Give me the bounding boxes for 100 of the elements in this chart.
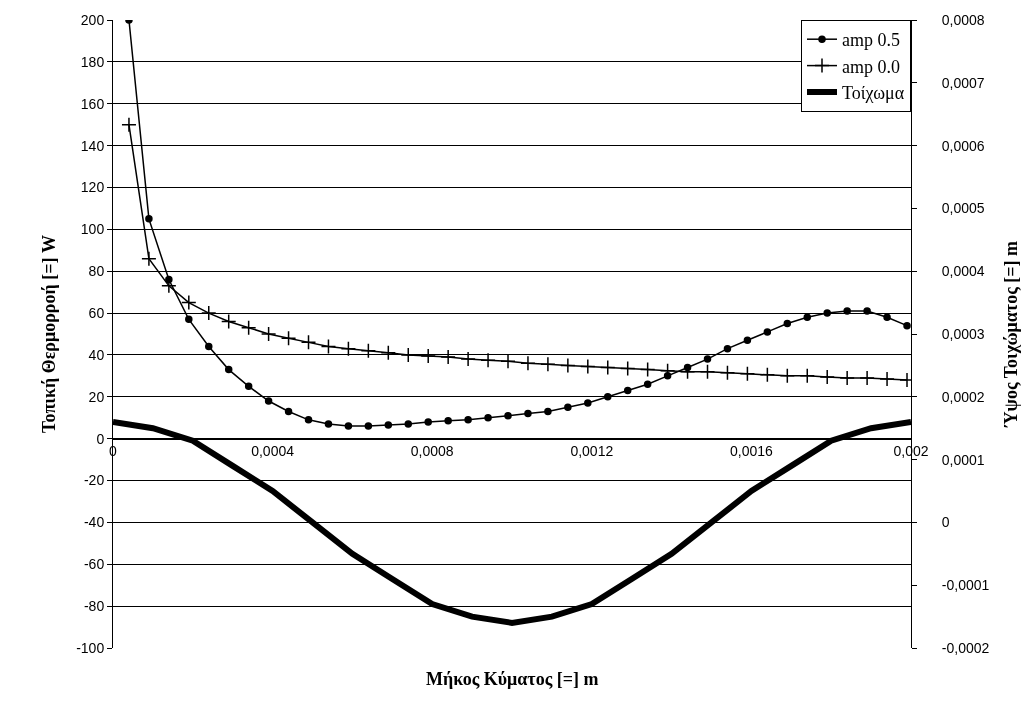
point xyxy=(324,420,333,428)
point xyxy=(320,338,337,355)
y-tick-label: 80 xyxy=(88,263,105,280)
point xyxy=(484,413,492,422)
point xyxy=(843,307,851,315)
point xyxy=(220,313,237,330)
y2-tick-label: -0,0002 xyxy=(941,639,990,656)
point xyxy=(244,382,253,391)
y-tick-label: -60 xyxy=(83,556,105,573)
y-tick-label: -20 xyxy=(83,472,105,489)
point xyxy=(699,363,716,380)
legend-label: amp 0.0 xyxy=(842,56,900,77)
point xyxy=(360,343,377,359)
point xyxy=(619,360,636,377)
point xyxy=(823,309,831,317)
point xyxy=(903,321,911,330)
y2-tick-label: 0,0004 xyxy=(941,263,985,280)
point xyxy=(739,366,756,382)
x-tick-label: 0,0012 xyxy=(570,443,614,460)
point xyxy=(879,371,895,387)
point xyxy=(643,380,652,388)
point xyxy=(304,416,313,424)
point xyxy=(743,336,752,345)
point xyxy=(464,416,472,424)
point xyxy=(504,411,512,420)
point xyxy=(205,342,213,351)
point xyxy=(284,407,293,416)
point xyxy=(460,351,476,367)
point xyxy=(380,345,397,361)
point xyxy=(420,348,436,364)
x-tick-label: 0,0004 xyxy=(251,443,295,460)
y2-axis-title: Ύψος Τοιχώματος [=] m xyxy=(1000,240,1021,429)
point xyxy=(564,403,572,412)
y2-tick-label: 0,0002 xyxy=(941,388,985,405)
point xyxy=(141,250,157,267)
point xyxy=(763,328,772,336)
y2-tick-label: 0,0001 xyxy=(941,451,985,468)
point xyxy=(759,367,776,383)
point xyxy=(639,361,656,378)
point xyxy=(480,352,496,368)
point xyxy=(364,422,373,430)
y-tick-label: 120 xyxy=(80,179,105,196)
y-axis-title: Τοπική Θερμορροή [=] W xyxy=(39,235,60,433)
point xyxy=(803,313,812,321)
point xyxy=(264,397,273,405)
point xyxy=(839,370,855,386)
y2-tick-label: 0,0006 xyxy=(941,137,985,154)
y2-tick-label: 0,0003 xyxy=(941,325,985,342)
point xyxy=(584,399,592,407)
point xyxy=(384,421,393,429)
point xyxy=(723,344,732,353)
y-tick-label: 180 xyxy=(80,53,105,70)
y2-tick-label: 0 xyxy=(941,514,950,531)
point xyxy=(859,370,875,386)
point xyxy=(779,368,796,384)
point xyxy=(300,334,317,351)
x-axis-title: Μήκος Κύματος [=] m xyxy=(426,669,599,689)
point xyxy=(520,355,536,372)
y-tick-label: 20 xyxy=(88,388,105,405)
point xyxy=(719,364,736,381)
point xyxy=(240,319,257,336)
point xyxy=(819,369,835,385)
point xyxy=(544,407,552,416)
x-tick-label: 0,0008 xyxy=(410,443,454,460)
legend-label: Τοίχωμα xyxy=(842,83,905,104)
point xyxy=(444,417,452,425)
point xyxy=(340,340,357,357)
y-tick-label: -80 xyxy=(83,598,105,615)
point xyxy=(560,357,576,374)
point xyxy=(185,315,193,324)
point xyxy=(280,330,297,346)
point xyxy=(580,358,596,375)
point xyxy=(604,393,612,401)
point xyxy=(404,420,413,428)
y2-tick-label: 0,0005 xyxy=(941,200,985,217)
point xyxy=(121,116,137,133)
point xyxy=(799,368,816,384)
y2-tick-label: 0,0007 xyxy=(941,74,985,91)
point xyxy=(440,349,456,365)
y-tick-label: 100 xyxy=(80,221,105,238)
y-tick-label: 60 xyxy=(88,304,105,321)
point xyxy=(863,307,871,315)
y-tick-label: 160 xyxy=(80,95,105,112)
y2-tick-label: -0,0001 xyxy=(941,577,990,594)
x-tick-label: 0,0016 xyxy=(729,443,774,460)
y-tick-label: 140 xyxy=(80,137,105,154)
legend-label: amp 0.5 xyxy=(842,30,900,51)
y-tick-label: -40 xyxy=(83,514,105,531)
point xyxy=(540,356,556,373)
point xyxy=(260,326,277,342)
point xyxy=(224,365,233,374)
y2-tick-label: 0,0008 xyxy=(941,11,985,28)
y-tick-label: 0 xyxy=(96,430,105,447)
point xyxy=(181,294,197,311)
point xyxy=(145,215,153,223)
point xyxy=(600,359,616,376)
y-tick-label: 40 xyxy=(88,346,105,363)
point xyxy=(500,353,516,369)
point xyxy=(883,313,891,321)
y-tick-label: 200 xyxy=(80,11,105,28)
